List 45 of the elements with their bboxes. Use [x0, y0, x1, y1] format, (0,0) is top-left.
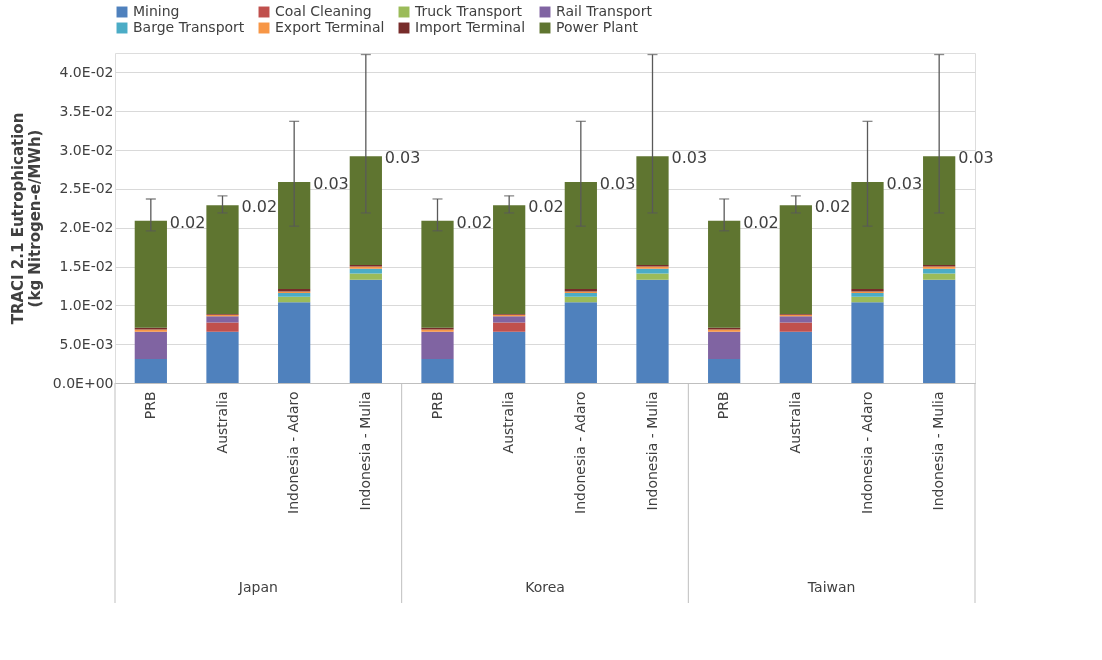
x-tick-label: Indonesia - Mulia — [930, 391, 947, 511]
y-tick-label: 2.0E-02 — [59, 219, 114, 236]
y-tick-label: 3.0E-02 — [59, 141, 114, 158]
y-tick-label: 0.0E+00 — [52, 374, 114, 391]
x-tick-label: PRB — [141, 391, 158, 420]
text: Taiwan — [806, 579, 856, 595]
x-tick-label: Australia — [500, 391, 517, 454]
text: Japan — [237, 579, 278, 595]
x-tick-label: Indonesia - Adaro — [858, 391, 875, 514]
total-label: 0.02 — [241, 197, 278, 217]
legend-label: Coal Cleaning — [275, 3, 372, 19]
total-label: 0.02 — [528, 197, 564, 217]
y-axis-title: TRACI 2.1 Eutrophication (kg Nitrogen-e/MWh) — [8, 112, 44, 325]
legend-label: Power Plant — [556, 19, 639, 35]
legend-label: Mining — [133, 3, 180, 19]
text: Korea — [525, 579, 565, 595]
x-tick-label: Indonesia - Mulia — [356, 391, 373, 511]
x-tick-label: Indonesia - Mulia — [643, 391, 660, 511]
y-tick-label: 2.5E-02 — [59, 180, 114, 197]
total-label: 0.03 — [671, 148, 708, 168]
x-tick-label: Australia — [786, 391, 803, 454]
total-label: 0.02 — [814, 197, 851, 217]
total-label: 0.03 — [958, 148, 994, 168]
y-tick-label: 1.0E-02 — [59, 296, 114, 313]
x-tick-label: Indonesia - Adaro — [571, 391, 588, 514]
y-tick-label: 5.0E-03 — [59, 335, 114, 352]
total-label: 0.02 — [456, 212, 493, 232]
total-label: 0.02 — [169, 212, 206, 232]
total-label: 0.03 — [313, 173, 349, 193]
legend-label: Barge Transport — [133, 19, 245, 35]
x-tick-label: PRB — [715, 391, 732, 420]
x-tick-label: Indonesia - Adaro — [285, 391, 302, 514]
total-label: 0.03 — [886, 173, 923, 193]
total-label: 0.02 — [743, 212, 779, 232]
x-tick-label: PRB — [428, 391, 445, 420]
y-tick-label: 3.5E-02 — [59, 102, 114, 119]
legend-label: Truck Transport — [414, 3, 523, 19]
y-tick-label: 4.0E-02 — [59, 63, 114, 80]
y-tick-label: 1.5E-02 — [59, 258, 114, 275]
legend-label: Import Terminal — [415, 19, 526, 35]
x-tick-label: Australia — [213, 391, 230, 454]
total-label: 0.03 — [384, 148, 421, 168]
total-label: 0.03 — [599, 173, 636, 193]
legend-label: Export Terminal — [275, 19, 385, 35]
legend-label: Rail Transport — [556, 3, 653, 19]
